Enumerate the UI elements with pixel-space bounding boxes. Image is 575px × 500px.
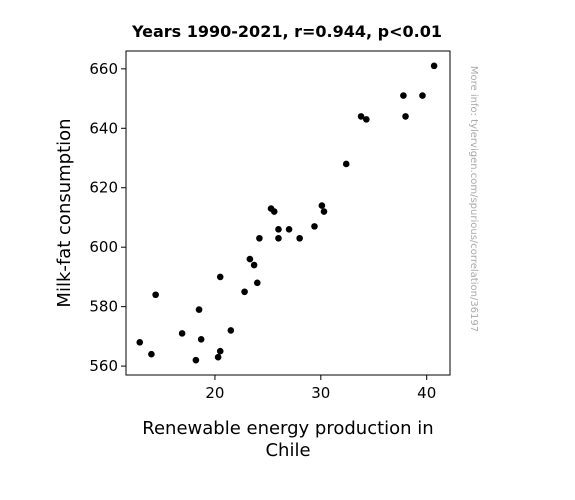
data-point (148, 350, 155, 358)
x-tick-label: 20 (205, 384, 224, 402)
data-point (256, 234, 263, 242)
data-point (216, 347, 224, 355)
y-tick-label: 640 (89, 119, 118, 137)
source-note: More info: tylervigen.com/spurious/corre… (468, 66, 479, 332)
data-point (152, 291, 159, 299)
data-point (227, 327, 235, 334)
data-point (195, 306, 203, 313)
data-point (216, 273, 224, 281)
data-point (241, 288, 248, 296)
y-tick-label: 580 (89, 298, 118, 316)
data-point (178, 330, 186, 337)
data-point (318, 202, 326, 209)
data-point (214, 353, 222, 361)
data-point (275, 226, 282, 233)
y-axis-ticks: 560 580 600 620 640 660 (89, 60, 126, 375)
data-point (430, 62, 438, 70)
data-point (363, 116, 370, 123)
data-points (136, 62, 438, 364)
x-axis-ticks: 20 30 40 (205, 375, 436, 402)
data-point (357, 113, 365, 120)
plot-area (125, 50, 451, 376)
data-point (285, 226, 293, 233)
data-point (246, 255, 254, 263)
data-point (253, 279, 261, 287)
data-point (270, 208, 278, 215)
y-axis-label: Milk-fat consumption (54, 118, 75, 307)
data-point (400, 92, 407, 99)
y-tick-label: 560 (89, 357, 118, 375)
y-tick-label: 660 (89, 60, 118, 78)
data-point (402, 113, 409, 120)
y-tick-label: 620 (89, 179, 118, 197)
data-point (136, 339, 144, 346)
data-point (296, 234, 303, 242)
x-tick-label: 40 (417, 384, 436, 402)
data-point (250, 261, 258, 269)
data-point (197, 336, 205, 343)
x-axis-label-line-2: Chile (265, 440, 310, 461)
chart-title: Years 1990-2021, r=0.944, p<0.01 (131, 22, 442, 41)
x-axis-label-line-1: Renewable energy production in (142, 418, 433, 439)
data-point (311, 223, 318, 230)
y-tick-label: 600 (89, 238, 118, 256)
data-point (342, 160, 350, 168)
data-point (320, 208, 328, 215)
data-point (419, 92, 426, 99)
data-point (275, 234, 282, 242)
data-point (192, 356, 200, 364)
x-tick-label: 30 (311, 384, 330, 402)
